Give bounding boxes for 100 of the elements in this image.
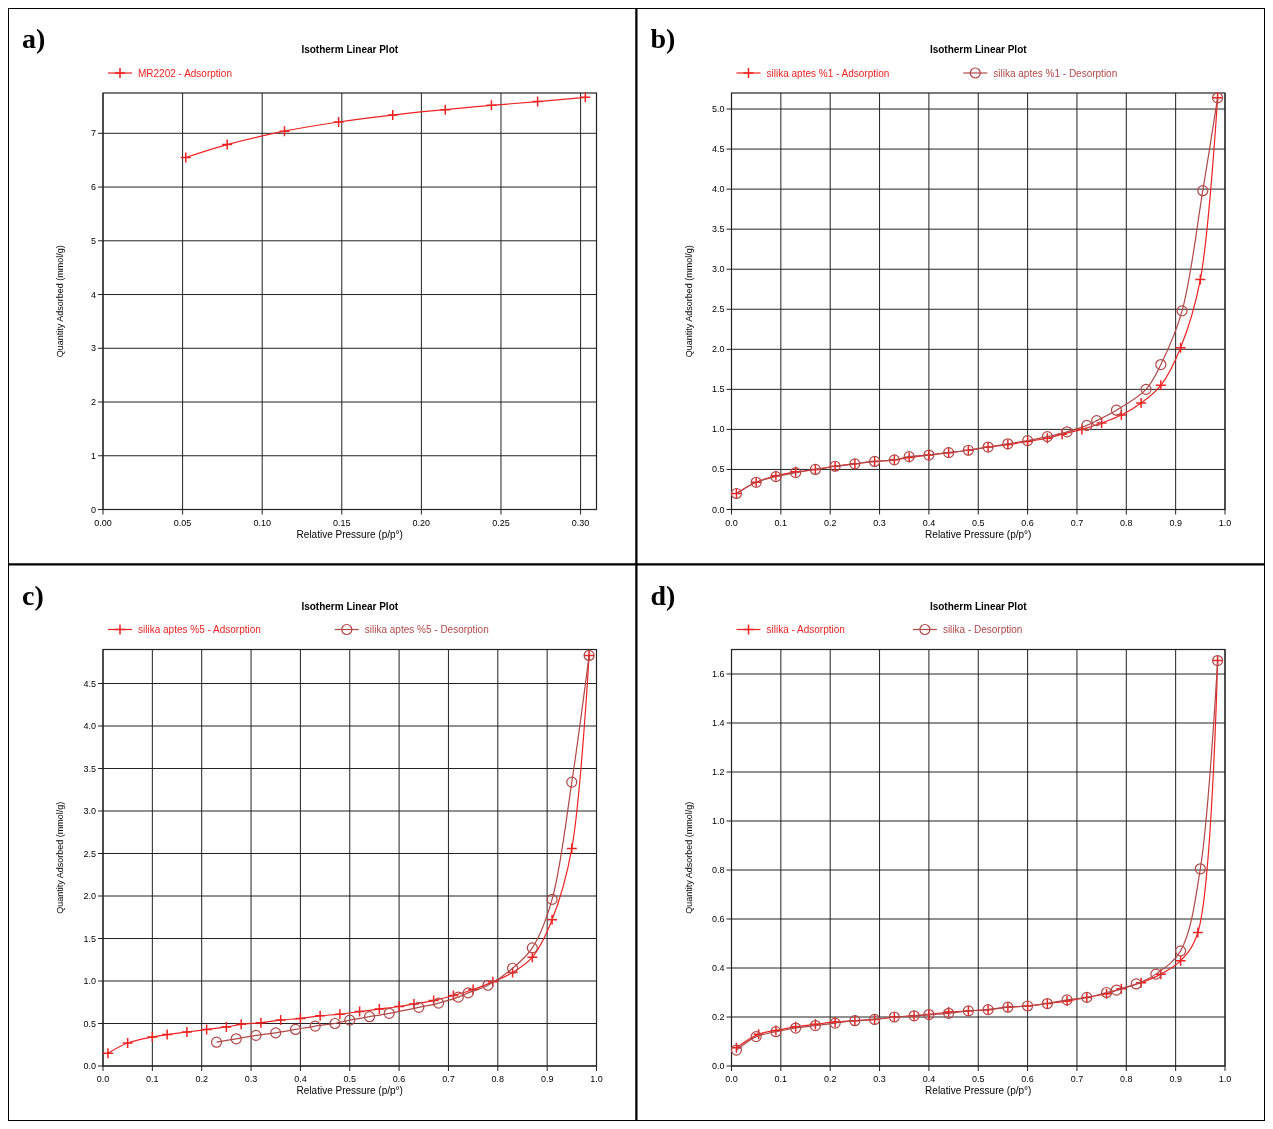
y-tick-label: 0.6 [711, 914, 725, 924]
point [462, 987, 474, 999]
point [526, 942, 538, 954]
point [1130, 978, 1142, 990]
y-tick-label: 2.5 [711, 304, 725, 315]
point [386, 109, 399, 121]
x-tick-label: 0.2 [195, 1074, 208, 1084]
y-tick-label: 5.0 [711, 104, 725, 115]
y-tick-label: 2.0 [83, 891, 96, 901]
point [289, 1023, 302, 1036]
point [181, 1026, 193, 1038]
x-tick-label: 0.2 [823, 517, 837, 528]
point [1091, 414, 1103, 427]
x-tick-label: 0.4 [294, 1074, 307, 1084]
y-tick-label: 3 [90, 343, 96, 354]
point [1110, 404, 1123, 416]
y-axis-title: Quantity Adsorbed (mmol/g) [55, 245, 65, 358]
point [309, 1020, 321, 1032]
point [180, 151, 192, 164]
x-tick-label: 0.7 [1070, 517, 1084, 528]
y-tick-label: 1 [90, 450, 96, 461]
chart-title: Isotherm Linear Plot [301, 600, 399, 612]
y-tick-label: 4.5 [711, 144, 725, 155]
point [1176, 305, 1188, 317]
x-tick-label: 0.30 [571, 517, 590, 528]
legend-label: silika aptes %5 - Adsorption [138, 624, 261, 635]
x-tick-label: 0.0 [725, 517, 738, 528]
y-tick-label: 0.0 [83, 1061, 96, 1071]
x-tick-label: 0.05 [173, 517, 192, 528]
x-tick-label: 0.9 [540, 1074, 554, 1084]
y-tick-label: 4.5 [83, 678, 96, 689]
point [507, 962, 519, 974]
y-tick-label: 4 [90, 289, 96, 300]
legend-label: silika - Desorption [942, 624, 1023, 635]
point [1140, 383, 1152, 395]
x-tick-label: 0.5 [971, 1074, 985, 1084]
y-tick-label: 1.4 [711, 718, 725, 728]
point [383, 1007, 395, 1019]
point [1135, 976, 1147, 989]
point [1197, 185, 1209, 197]
y-tick-label: 3.5 [83, 763, 96, 774]
point [1115, 983, 1128, 995]
y-tick-label: 7 [90, 128, 96, 139]
y-tick-label: 0.0 [711, 1061, 725, 1071]
y-tick-label: 0.5 [83, 1018, 96, 1029]
x-tick-label: 0.8 [491, 1074, 505, 1084]
y-tick-label: 5 [90, 235, 96, 246]
x-tick-label: 0.2 [823, 1074, 837, 1084]
y-tick-label: 0.4 [711, 963, 725, 973]
text: b) [650, 23, 676, 54]
point [220, 1021, 233, 1033]
point [274, 1014, 287, 1026]
x-tick-label: 0.6 [1021, 1074, 1034, 1084]
point [353, 1005, 366, 1018]
x-tick-label: 0.5 [971, 517, 985, 528]
point [210, 1036, 223, 1048]
point [332, 116, 345, 128]
point [1135, 397, 1147, 409]
point [329, 1017, 341, 1030]
text: d) [650, 579, 676, 611]
point [200, 1023, 213, 1036]
y-tick-label: 1.0 [711, 816, 725, 826]
y-axis-title: Quantity Adsorbed (mmol/g) [683, 245, 694, 358]
x-tick-label: 0.4 [922, 517, 936, 528]
point [1174, 945, 1187, 957]
x-axis-title: Relative Pressure (p/p°) [925, 528, 1032, 540]
y-tick-label: 4.0 [83, 721, 96, 731]
point [102, 1047, 114, 1059]
point [546, 893, 558, 905]
y-tick-label: 3.0 [711, 264, 725, 275]
y-tick-label: 1.2 [711, 767, 725, 777]
y-tick-label: 0.8 [711, 865, 725, 875]
point [1110, 984, 1123, 996]
legend-label: silika aptes %1 - Adsorption [766, 67, 890, 79]
point [487, 976, 499, 988]
x-tick-label: 0.10 [253, 517, 271, 528]
point [546, 914, 558, 926]
point [482, 979, 494, 991]
text: c) [22, 579, 44, 611]
x-tick-label: 0.7 [1070, 1074, 1084, 1084]
x-tick-label: 0.8 [1120, 517, 1133, 528]
x-tick-label: 0.0 [725, 1074, 738, 1084]
x-tick-label: 0.3 [873, 517, 886, 528]
point [579, 91, 592, 104]
y-tick-label: 1.0 [83, 976, 96, 986]
point [1061, 426, 1073, 438]
y-axis-title: Quantity Adsorbed (mmol/g) [683, 801, 694, 914]
y-tick-label: 0 [90, 504, 96, 515]
text: a) [22, 23, 46, 54]
x-tick-label: 0.20 [412, 517, 431, 528]
x-tick-label: 0.3 [244, 1074, 258, 1084]
point [334, 1008, 346, 1020]
point [1192, 926, 1204, 939]
point [1081, 419, 1093, 431]
point [1155, 358, 1167, 371]
y-tick-label: 3.0 [83, 806, 96, 816]
legend-label: silika aptes %1 - Desorption [993, 67, 1118, 79]
point [270, 1027, 282, 1039]
x-tick-label: 0.4 [922, 1074, 936, 1084]
point [294, 1012, 307, 1025]
